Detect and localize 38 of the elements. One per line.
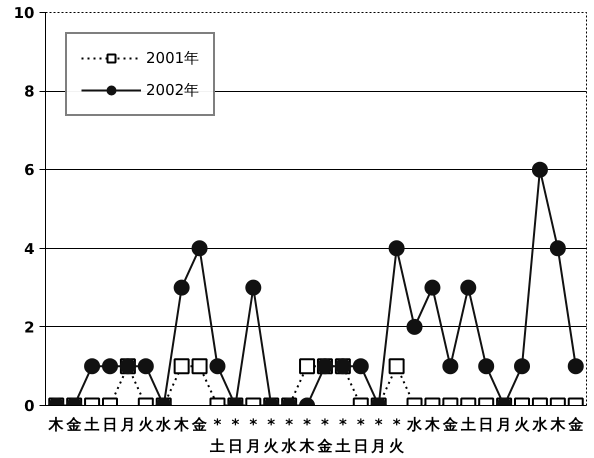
x-tick-label: * 土: [208, 416, 225, 456]
x-tick-label: 火: [138, 416, 154, 434]
x-tick-label: * 月: [370, 416, 386, 456]
x-tick-label: 土: [84, 416, 100, 434]
x-tick-label: * 月: [244, 416, 261, 456]
x-tick-label: 水: [155, 416, 172, 434]
x-tick-label: 金: [66, 416, 82, 434]
x-tick-label: 月: [496, 416, 512, 434]
legend-label: 2001年: [146, 48, 200, 68]
x-tick-label: 火: [514, 416, 531, 434]
x-tick-label: 土: [460, 416, 476, 434]
x-tick-label: 水: [406, 416, 424, 434]
y-tick-label: 8: [24, 82, 34, 101]
x-tick-label: 木: [549, 416, 566, 434]
x-tick-label: 木: [48, 416, 65, 434]
legend-label: 2002年: [146, 80, 200, 100]
x-tick-label: 日: [478, 416, 494, 434]
x-tick-label: * 日: [228, 416, 243, 456]
x-tick-label: 木: [173, 416, 190, 434]
y-tick-label: 6: [24, 161, 34, 180]
y-tick-label: 2: [24, 318, 34, 336]
x-tick-label: * 土: [334, 416, 350, 456]
x-tick-label: * 水: [280, 416, 298, 456]
x-tick-label: 日: [102, 416, 118, 434]
y-tick-label: 4: [24, 240, 34, 258]
y-tick-label: 0: [24, 397, 34, 415]
x-tick-label: 金: [442, 416, 458, 434]
x-tick-label: * 日: [353, 416, 368, 456]
x-tick-label: * 火: [389, 416, 406, 456]
x-tick-label: * 木: [298, 416, 316, 456]
x-tick-label: * 金: [316, 416, 332, 456]
x-tick-label: 月: [119, 416, 136, 434]
x-tick-label: * 火: [264, 416, 280, 456]
x-tick-label: 金: [567, 416, 584, 434]
y-tick-label: 10: [14, 4, 34, 22]
x-tick-label: 金: [191, 416, 208, 434]
x-tick-label: 水: [531, 416, 548, 434]
x-tick-label: 木: [424, 416, 441, 434]
